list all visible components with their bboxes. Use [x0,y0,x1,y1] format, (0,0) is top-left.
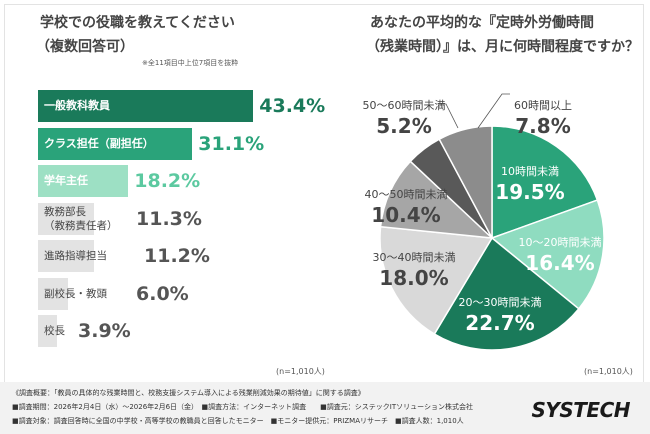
bar-value-label: 11.2% [144,245,210,267]
bar-row: 学年主任 18.2% [38,165,318,197]
bar-value-label: 31.1% [198,132,265,155]
left-note: ※全11項目中上位7項目を抜粋 [142,59,239,67]
bar-value-label: 18.2% [134,170,201,192]
left-title-line1: 学校での役職を教えてください [40,15,235,31]
bar-row: 一般教科教員 43.4% [38,90,325,122]
bar [38,315,58,347]
footer-line3: ■調査対象：調査回答時に全国の中学校・高等学校の教職員と回答したモニター ■モニ… [12,417,464,425]
bar [38,90,254,122]
bar-category-label: 進路指導担当 [44,250,107,262]
bar-category-label: クラス担任（副担任） [44,136,154,150]
bar-category-label: 教務部長 （教務責任者） [44,205,118,232]
bar-row: 校長 3.9% [38,315,318,347]
bar-value-label: 43.4% [259,95,326,117]
footer-line1: 《調査概要：「教員の具体的な残業時間と、校務支援システム導入による残業削減効果の… [12,389,365,397]
left-n-label: (n=1,010人) [276,367,325,376]
bar-category-label: 学年主任 [44,174,88,187]
right-title-line1: あなたの平均的な『定時外労働時間 [370,15,594,31]
bar-category-label: 校長 [44,325,65,337]
bar [38,277,68,310]
bar-row: 副校長・教頭 6.0% [38,277,318,310]
left-title-line2: （複数回答可） [36,39,134,55]
bar [38,202,95,235]
survey-footer: 《調査概要：「教員の具体的な残業時間と、校務支援システム導入による残業削減効果の… [0,382,650,434]
bar-value-label: 3.9% [78,320,131,342]
right-title-line2: （残業時間）』は、月に何時間程度ですか？ [366,39,639,55]
systech-logo: SYSTECH [531,398,630,422]
bar [38,165,129,197]
bar-value-label: 11.3% [136,207,202,230]
bar-row: 教務部長 （教務責任者） 11.3% [38,202,318,235]
footer-line2: ■調査期間：2026年2月4日（水）〜2026年2月6日（金） ■調査方法：イン… [12,403,473,411]
bar-category-label: 副校長・教頭 [44,287,107,300]
bar-category-label: 一般教科教員 [44,99,110,112]
bar-value-label: 6.0% [136,282,189,305]
bar [38,240,94,272]
bar-row: クラス担任（副担任） 31.1% [38,127,318,160]
bar-row: 進路指導担当 11.2% [38,240,318,272]
bar [38,127,193,160]
right-n-label: (n=1,010人) [584,367,633,376]
